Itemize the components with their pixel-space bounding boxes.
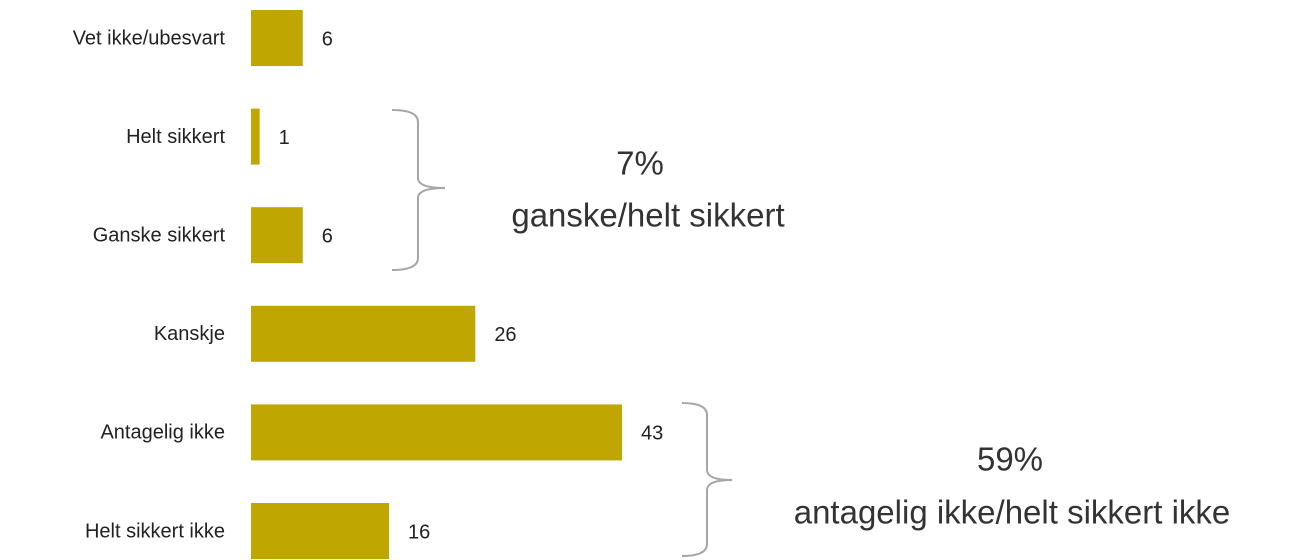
category-label: Vet ikke/ubesvart	[73, 27, 226, 49]
value-label: 6	[322, 28, 333, 50]
bar	[251, 10, 303, 66]
annotation-label: 59%	[977, 441, 1043, 478]
bracket	[681, 402, 733, 557]
value-label: 26	[494, 324, 516, 346]
value-label: 1	[279, 127, 290, 149]
bar	[251, 108, 260, 165]
category-label: Ganske sikkert	[93, 224, 226, 246]
bar	[251, 305, 476, 362]
value-label: 43	[641, 423, 663, 445]
category-label: Kanskje	[154, 323, 225, 345]
value-label: 16	[408, 521, 430, 543]
bar	[251, 404, 622, 461]
annotation-text: ganske/helt sikkert	[511, 197, 784, 234]
bracket	[391, 109, 446, 271]
value-label: 6	[322, 225, 333, 247]
annotation-label: 7%	[616, 145, 664, 182]
bar	[251, 503, 390, 559]
category-label: Helt sikkert	[126, 126, 225, 148]
annotation-text: antagelig ikke/helt sikkert ikke	[794, 494, 1231, 531]
category-label: Antagelig ikke	[100, 422, 225, 444]
category-label: Helt sikkert ikke	[85, 520, 225, 542]
bar	[251, 207, 303, 264]
